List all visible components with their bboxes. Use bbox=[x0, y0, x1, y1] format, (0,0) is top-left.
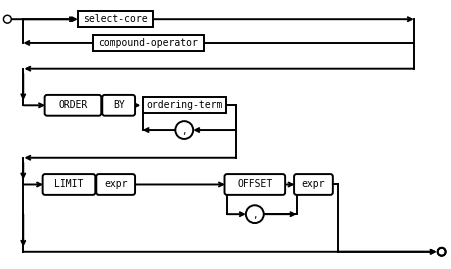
Text: compound-operator: compound-operator bbox=[98, 38, 198, 48]
Circle shape bbox=[437, 248, 446, 256]
Circle shape bbox=[3, 15, 11, 23]
FancyBboxPatch shape bbox=[225, 174, 285, 195]
Text: LIMIT: LIMIT bbox=[54, 179, 83, 189]
FancyBboxPatch shape bbox=[45, 95, 101, 116]
Text: select-core: select-core bbox=[83, 14, 148, 24]
Bar bbox=[78, 11, 153, 27]
FancyBboxPatch shape bbox=[97, 174, 135, 195]
Circle shape bbox=[175, 121, 193, 139]
Circle shape bbox=[5, 17, 10, 22]
Text: expr: expr bbox=[302, 179, 325, 189]
Text: OFFSET: OFFSET bbox=[237, 179, 272, 189]
Text: ,: , bbox=[253, 210, 257, 220]
FancyBboxPatch shape bbox=[294, 174, 333, 195]
Text: ,: , bbox=[183, 126, 186, 136]
Bar bbox=[93, 35, 204, 51]
Text: BY: BY bbox=[113, 100, 124, 110]
FancyBboxPatch shape bbox=[102, 95, 135, 116]
Text: expr: expr bbox=[104, 179, 128, 189]
Circle shape bbox=[246, 205, 264, 223]
Bar bbox=[143, 97, 226, 113]
Text: ordering-term: ordering-term bbox=[146, 100, 222, 110]
FancyBboxPatch shape bbox=[43, 174, 95, 195]
Text: ORDER: ORDER bbox=[58, 100, 87, 110]
